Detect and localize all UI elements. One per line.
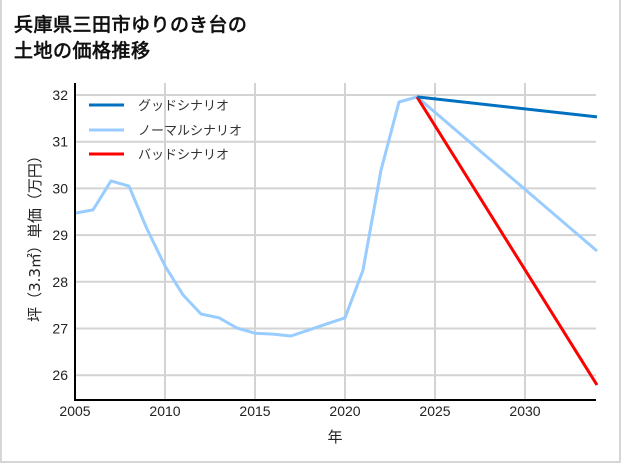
legend-label-bad: バッドシナリオ — [138, 148, 229, 163]
chart-title-line2: 土地の価格推移 — [14, 40, 151, 62]
grid-lines — [75, 83, 596, 400]
tick-labels: 2005 2010 2015 2020 2025 2030 26 27 28 29 30 31 32 — [52, 87, 540, 419]
y-tick-label: 31 — [52, 134, 68, 150]
axes — [74, 83, 596, 401]
y-tick-label: 28 — [52, 274, 68, 290]
y-axis-label: 坪（3.3㎡）単価（万円） — [26, 148, 44, 322]
x-tick-label: 2010 — [149, 403, 180, 419]
legend-label-normal: ノーマルシナリオ — [138, 124, 242, 139]
y-tick-label: 27 — [52, 321, 68, 337]
legend: グッドシナリオ ノーマルシナリオ バッドシナリオ — [89, 99, 242, 163]
chart-title-line1: 兵庫県三田市ゆりのき台の — [14, 14, 248, 36]
x-tick-label: 2025 — [419, 403, 450, 419]
chart-title: 兵庫県三田市ゆりのき台の 土地の価格推移 — [14, 12, 247, 64]
series-lines — [74, 95, 599, 386]
legend-label-good: グッドシナリオ — [138, 99, 229, 114]
series-line-0 — [416, 95, 598, 119]
x-tick-label: 2020 — [329, 403, 360, 419]
series-line-2 — [415, 96, 599, 386]
x-tick-label: 2015 — [239, 403, 270, 419]
x-tick-label: 2030 — [509, 403, 540, 419]
y-tick-label: 32 — [52, 87, 68, 103]
x-axis-label: 年 — [327, 428, 342, 446]
x-tick-label: 2005 — [59, 403, 90, 419]
y-tick-label: 29 — [52, 227, 68, 243]
y-tick-label: 30 — [52, 180, 68, 196]
series-line-1 — [74, 95, 598, 338]
y-tick-label: 26 — [52, 367, 68, 383]
